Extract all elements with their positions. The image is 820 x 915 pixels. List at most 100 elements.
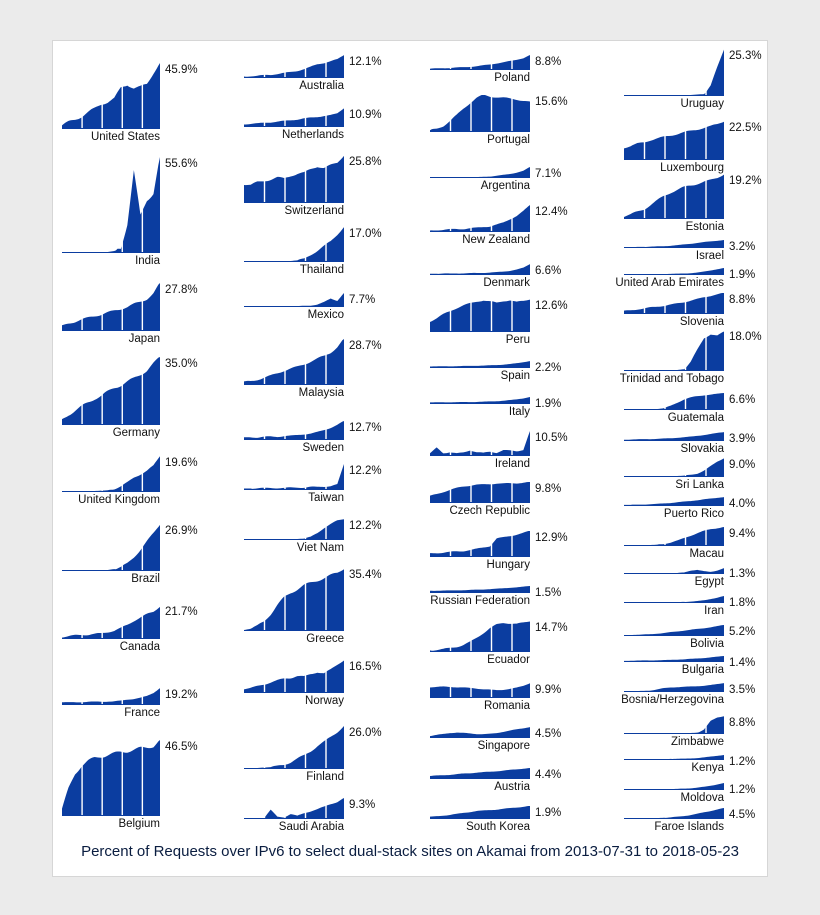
- country-label-india: India: [135, 255, 161, 267]
- panel-viet-nam: Viet Nam 12.2%: [244, 517, 382, 554]
- area-india: [62, 157, 160, 252]
- country-label-spain: Spain: [501, 370, 530, 382]
- area-moldova: [624, 783, 724, 789]
- panel-united-states: United States 45.9%: [62, 61, 198, 143]
- area-denmark: [430, 264, 530, 274]
- area-greece: [244, 569, 344, 630]
- value-label-faroe-islands: 4.5%: [729, 809, 755, 821]
- panel-trinidad-and-tobago: Trinidad and Tobago 18.0%: [620, 328, 762, 385]
- panel-argentina: Argentina 7.1%: [430, 167, 561, 192]
- country-label-hungary: Hungary: [487, 559, 531, 571]
- area-uruguay: [624, 49, 724, 95]
- country-label-switzerland: Switzerland: [285, 205, 344, 217]
- panel-italy: Italy 1.9%: [430, 397, 561, 418]
- area-portugal: [430, 95, 530, 131]
- value-label-sweden: 12.7%: [349, 422, 382, 434]
- area-puerto-rico: [624, 497, 724, 505]
- country-label-portugal: Portugal: [487, 134, 530, 146]
- country-label-norway: Norway: [305, 695, 344, 707]
- country-label-kenya: Kenya: [691, 762, 724, 774]
- area-czech-republic: [430, 482, 530, 502]
- area-norway: [244, 660, 344, 692]
- panel-canada: Canada 21.7%: [62, 603, 198, 653]
- country-label-belgium: Belgium: [118, 818, 160, 830]
- panel-macau: Macau 9.4%: [624, 525, 755, 560]
- panel-israel: Israel 3.2%: [624, 240, 755, 262]
- value-label-sri-lanka: 9.0%: [729, 459, 755, 471]
- country-label-romania: Romania: [484, 700, 531, 712]
- area-faroe-islands: [624, 808, 724, 818]
- country-label-egypt: Egypt: [695, 576, 725, 588]
- panel-zimbabwe: Zimbabwe 8.8%: [624, 714, 755, 748]
- country-label-mexico: Mexico: [308, 309, 344, 321]
- country-label-czech-republic: Czech Republic: [449, 505, 530, 517]
- value-label-south-korea: 1.9%: [535, 807, 561, 819]
- area-finland: [244, 726, 344, 768]
- panel-czech-republic: Czech Republic 9.8%: [430, 480, 561, 517]
- area-italy: [430, 397, 530, 403]
- panel-russian-federation: Russian Federation 1.5%: [430, 586, 561, 607]
- panel-greece: Greece 35.4%: [244, 566, 382, 645]
- panel-guatemala: Guatemala 6.6%: [624, 391, 755, 424]
- country-label-guatemala: Guatemala: [668, 412, 725, 424]
- country-label-slovakia: Slovakia: [681, 443, 725, 455]
- panel-peru: Peru 12.6%: [430, 297, 568, 346]
- country-label-south-korea: South Korea: [466, 821, 531, 833]
- panel-finland: Finland 26.0%: [244, 724, 382, 783]
- panel-taiwan: Taiwan 12.2%: [244, 462, 382, 504]
- panel-south-korea: South Korea 1.9%: [430, 806, 561, 833]
- area-guatemala: [624, 393, 724, 409]
- panel-bulgaria: Bulgaria 1.4%: [624, 656, 755, 676]
- panel-japan: Japan 27.8%: [62, 281, 198, 345]
- panel-norway: Norway 16.5%: [244, 658, 382, 707]
- value-label-hungary: 12.9%: [535, 532, 568, 544]
- value-label-belgium: 46.5%: [165, 741, 198, 753]
- country-label-saudi-arabia: Saudi Arabia: [279, 821, 345, 833]
- area-sri-lanka: [624, 458, 724, 476]
- area-belgium: [62, 740, 160, 815]
- country-label-bolivia: Bolivia: [690, 638, 724, 650]
- value-label-netherlands: 10.9%: [349, 109, 382, 121]
- area-germany: [62, 357, 160, 424]
- value-label-moldova: 1.2%: [729, 784, 755, 796]
- value-label-peru: 12.6%: [535, 300, 568, 312]
- area-mexico: [244, 293, 344, 306]
- area-sweden: [244, 421, 344, 439]
- value-label-thailand: 17.0%: [349, 228, 382, 240]
- value-label-portugal: 15.6%: [535, 96, 568, 108]
- value-label-mexico: 7.7%: [349, 294, 375, 306]
- value-label-bolivia: 5.2%: [729, 626, 755, 638]
- country-label-finland: Finland: [306, 771, 344, 783]
- area-brazil: [62, 524, 160, 570]
- value-label-spain: 2.2%: [535, 362, 561, 374]
- value-label-viet-nam: 12.2%: [349, 520, 382, 532]
- area-peru: [430, 299, 530, 331]
- panel-australia: Australia 12.1%: [244, 53, 382, 92]
- value-label-germany: 35.0%: [165, 358, 198, 370]
- country-label-austria: Austria: [494, 781, 530, 793]
- panel-brazil: Brazil 26.9%: [62, 522, 198, 585]
- value-label-taiwan: 12.2%: [349, 465, 382, 477]
- area-bulgaria: [624, 656, 724, 661]
- country-label-argentina: Argentina: [481, 180, 531, 192]
- value-label-finland: 26.0%: [349, 727, 382, 739]
- area-malaysia: [244, 339, 344, 384]
- value-label-united-arab-emirates: 1.9%: [729, 269, 755, 281]
- panel-sri-lanka: Sri Lanka 9.0%: [624, 456, 755, 491]
- country-label-iran: Iran: [704, 605, 724, 617]
- value-label-canada: 21.7%: [165, 606, 198, 618]
- area-iran: [624, 596, 724, 602]
- chart-frame: [52, 40, 768, 877]
- panel-thailand: Thailand 17.0%: [244, 225, 382, 276]
- panel-luxembourg: Luxembourg 22.5%: [624, 119, 762, 174]
- value-label-czech-republic: 9.8%: [535, 483, 561, 495]
- area-egypt: [624, 568, 724, 573]
- panel-spain: Spain 2.2%: [430, 361, 561, 382]
- area-kenya: [624, 755, 724, 759]
- area-japan: [62, 283, 160, 330]
- area-poland: [430, 55, 530, 69]
- value-label-malaysia: 28.7%: [349, 340, 382, 352]
- country-label-united-arab-emirates: United Arab Emirates: [615, 277, 724, 289]
- panel-france: France 19.2%: [62, 686, 198, 719]
- value-label-united-states: 45.9%: [165, 64, 198, 76]
